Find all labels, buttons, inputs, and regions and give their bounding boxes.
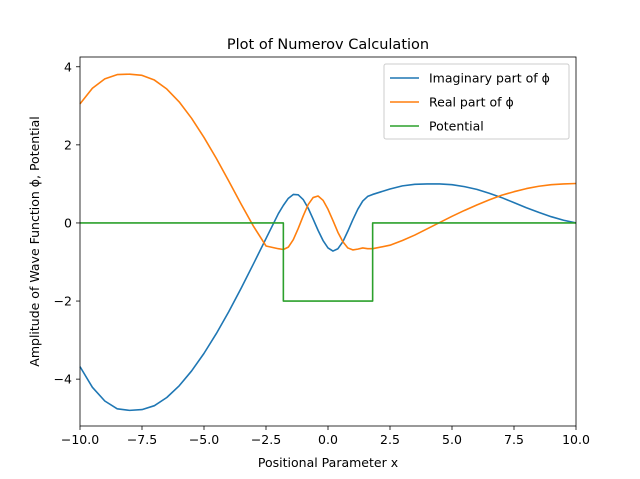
y-axis-label: Amplitude of Wave Function ϕ, Potential [27, 116, 42, 366]
x-tick-label: −7.5 [127, 432, 157, 447]
x-axis-ticks: −10.0 −7.5 −5.0 −2.5 0.0 2.5 5.0 7.5 10.0 [61, 426, 590, 447]
x-tick-label: 5.0 [442, 432, 462, 447]
series-line-real [79, 73, 577, 251]
legend-box [383, 63, 570, 140]
y-tick-label: 0 [64, 215, 72, 230]
legend-label-imaginary: Imaginary part of ϕ [429, 71, 550, 86]
legend-label-potential: Potential [429, 119, 484, 134]
x-tick-label: 2.5 [380, 432, 400, 447]
y-tick-label: 2 [64, 137, 72, 152]
y-tick-label: 4 [64, 59, 72, 74]
x-tick-label: 10.0 [562, 432, 590, 447]
plot-frame [79, 56, 577, 427]
x-tick-label: 0.0 [318, 432, 338, 447]
x-tick-label: −2.5 [251, 432, 281, 447]
series-lines [79, 73, 577, 412]
x-axis-label: Positional Parameter x [258, 455, 398, 470]
y-tick-label: −4 [54, 372, 72, 387]
x-tick-label: −10.0 [61, 432, 99, 447]
chart-title: Plot of Numerov Calculation [227, 37, 429, 53]
x-tick-label: 7.5 [504, 432, 524, 447]
y-axis-ticks: −4 −2 0 2 4 [54, 59, 80, 387]
series-line-imaginary [79, 183, 577, 412]
series-line-potential [80, 222, 576, 302]
legend-label-real: Real part of ϕ [429, 95, 514, 110]
x-tick-label: −5.0 [189, 432, 219, 447]
y-tick-label: −2 [54, 294, 72, 309]
legend: Imaginary part of ϕ Real part of ϕ Poten… [383, 63, 570, 140]
